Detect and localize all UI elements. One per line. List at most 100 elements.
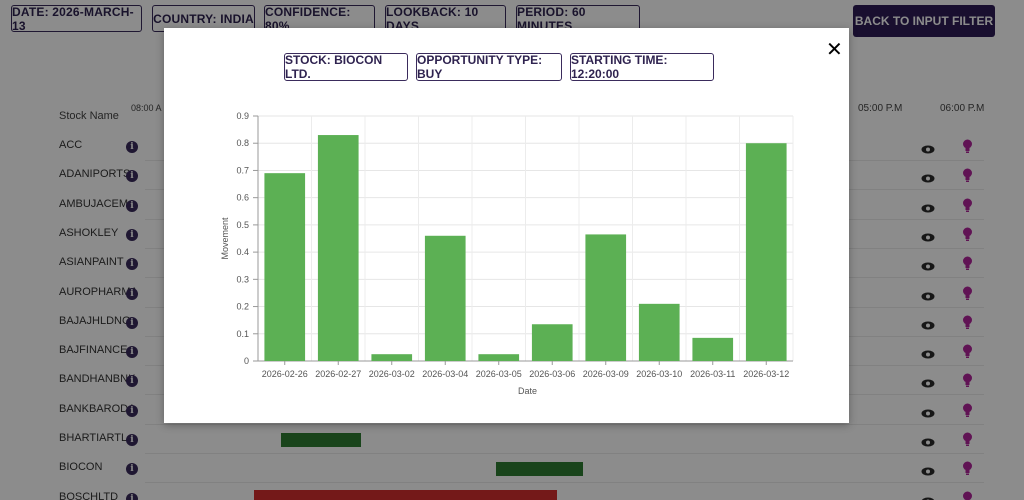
- y-tick-label: 0.9: [236, 111, 249, 121]
- eye-icon[interactable]: [921, 405, 935, 418]
- x-tick-label: 2026-03-09: [583, 369, 629, 379]
- filter-country: COUNTRY: INDIA: [152, 5, 255, 32]
- table-row: BIOCON i: [0, 454, 1024, 484]
- lightbulb-icon[interactable]: [962, 315, 973, 329]
- stock-name[interactable]: ASIANPAINT: [59, 256, 124, 269]
- eye-icon[interactable]: [921, 434, 935, 447]
- lightbulb-icon[interactable]: [962, 256, 973, 271]
- table-row: BHARTIARTL i: [0, 425, 1024, 454]
- eye-icon[interactable]: [921, 375, 935, 388]
- info-icon[interactable]: i: [126, 258, 138, 271]
- stock-name[interactable]: AMBUJACEM: [59, 197, 129, 210]
- eye-icon[interactable]: [921, 288, 935, 300]
- eye-icon[interactable]: [921, 170, 935, 183]
- stock-name[interactable]: BAJFINANCE: [59, 344, 128, 357]
- info-icon[interactable]: i: [126, 375, 138, 388]
- modal-starting-time-label: STARTING TIME: 12:20:00: [570, 53, 714, 81]
- bar: [371, 354, 413, 361]
- stock-name[interactable]: BAJAJHLDNG: [59, 314, 131, 327]
- eye-icon[interactable]: [921, 463, 935, 476]
- eye-icon[interactable]: [921, 141, 935, 154]
- info-icon[interactable]: i: [126, 463, 138, 476]
- stock-name[interactable]: ADANIPORTS: [59, 168, 131, 181]
- table-row: BOSCHLTD i: [0, 484, 1024, 500]
- bar: [638, 303, 680, 361]
- row-divider: [145, 423, 984, 425]
- x-tick-label: 2026-03-06: [529, 369, 575, 379]
- lightbulb-icon[interactable]: [962, 403, 973, 417]
- time-axis-6pm: 06:00 P.M: [940, 103, 985, 114]
- y-tick-label: 0.2: [236, 302, 249, 312]
- lightbulb-icon[interactable]: [962, 461, 973, 476]
- stock-name[interactable]: AUROPHARMA: [59, 285, 138, 298]
- eye-icon[interactable]: [921, 229, 935, 242]
- lightbulb-icon[interactable]: [962, 344, 973, 359]
- close-icon[interactable]: ✕: [826, 39, 843, 61]
- bar: [264, 173, 306, 361]
- modal-stock-label: STOCK: BIOCON LTD.: [284, 53, 408, 81]
- lightbulb-icon[interactable]: [962, 139, 973, 153]
- info-icon[interactable]: i: [126, 228, 138, 241]
- opportunity-bar[interactable]: [496, 462, 583, 477]
- x-tick-label: 2026-02-27: [315, 369, 361, 379]
- back-to-input-filter-button[interactable]: BACK TO INPUT FILTER: [853, 5, 995, 37]
- bar: [478, 354, 520, 361]
- opportunity-bar[interactable]: [254, 489, 557, 500]
- lightbulb-icon[interactable]: [962, 286, 973, 300]
- info-icon[interactable]: i: [126, 404, 138, 417]
- eye-icon[interactable]: [921, 317, 935, 330]
- info-icon[interactable]: i: [126, 316, 138, 329]
- time-axis-start: 08:00 A: [131, 103, 162, 113]
- x-tick-label: 2026-02-26: [262, 369, 308, 379]
- info-icon[interactable]: i: [126, 434, 138, 446]
- x-tick-label: 2026-03-04: [422, 369, 468, 379]
- x-axis-title: Date: [518, 386, 537, 396]
- bar: [531, 324, 573, 361]
- lightbulb-icon[interactable]: [962, 227, 973, 241]
- y-tick-label: 0.4: [236, 247, 249, 257]
- bar: [585, 234, 627, 361]
- opportunity-bar[interactable]: [281, 433, 361, 447]
- y-tick-label: 0.5: [236, 220, 249, 230]
- lightbulb-icon[interactable]: [962, 373, 973, 388]
- x-tick-label: 2026-03-11: [690, 369, 735, 379]
- eye-icon[interactable]: [921, 200, 935, 213]
- bar: [317, 135, 359, 361]
- info-icon[interactable]: i: [126, 199, 138, 212]
- x-tick-label: 2026-03-12: [743, 369, 789, 379]
- info-icon[interactable]: i: [126, 492, 138, 500]
- stock-name[interactable]: ACC: [59, 139, 83, 151]
- stock-name[interactable]: BHARTIARTL: [59, 432, 128, 444]
- lightbulb-icon[interactable]: [962, 198, 973, 212]
- eye-icon[interactable]: [921, 258, 935, 271]
- info-icon[interactable]: i: [126, 287, 138, 300]
- x-tick-label: 2026-03-10: [636, 369, 682, 379]
- bar: [424, 235, 466, 361]
- info-icon[interactable]: i: [126, 141, 138, 153]
- stock-name[interactable]: BANDHANBNK: [59, 373, 136, 386]
- y-tick-label: 0.3: [236, 274, 249, 284]
- bar: [692, 337, 734, 361]
- info-icon[interactable]: i: [126, 346, 138, 359]
- stock-name[interactable]: BOSCHLTD: [59, 490, 119, 500]
- y-axis-title: Movement: [220, 217, 230, 260]
- lightbulb-icon[interactable]: [962, 432, 973, 446]
- filter-date: DATE: 2026-MARCH-13: [11, 5, 142, 33]
- bar: [745, 143, 787, 361]
- lightbulb-icon[interactable]: [962, 168, 973, 183]
- y-tick-label: 0: [244, 356, 249, 366]
- y-tick-label: 0.1: [236, 329, 249, 339]
- row-divider: [145, 453, 984, 454]
- stock-name[interactable]: BIOCON: [59, 461, 103, 474]
- stock-name-header: Stock Name: [59, 110, 119, 122]
- movement-bar-chart: 0 0.1 0.2 0.3 0.4 0.5 0.6 0.7 0.8 0.9 2026-02-26 20…: [220, 111, 794, 396]
- time-axis-5pm: 05:00 P.M: [858, 103, 903, 114]
- row-divider: [145, 482, 984, 484]
- y-tick-label: 0.6: [236, 193, 249, 203]
- table-row: BANKBARODA i: [0, 396, 1024, 425]
- x-tick-label: 2026-03-02: [369, 369, 415, 379]
- info-icon[interactable]: i: [126, 170, 138, 183]
- stock-name[interactable]: BANKBARODA: [59, 402, 136, 415]
- stock-name[interactable]: ASHOKLEY: [59, 226, 119, 239]
- eye-icon[interactable]: [921, 346, 935, 359]
